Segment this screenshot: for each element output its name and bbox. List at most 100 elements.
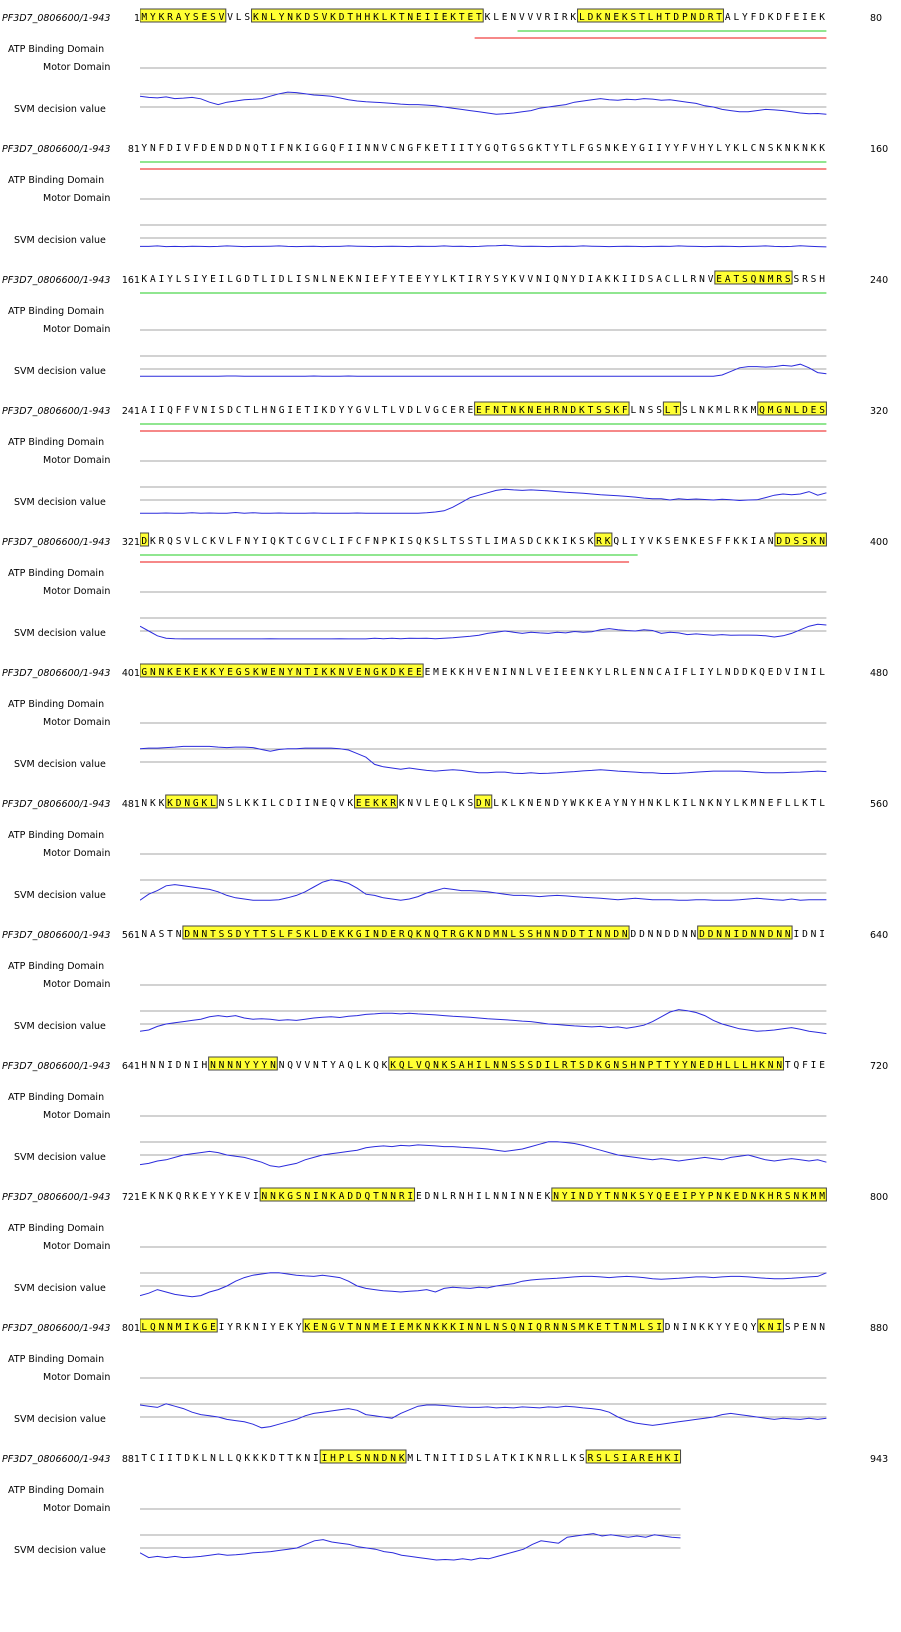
- residue: N: [562, 405, 568, 416]
- residue: K: [450, 274, 456, 285]
- residue: F: [682, 667, 688, 678]
- residue: K: [759, 1191, 765, 1202]
- residue: F: [725, 536, 731, 547]
- residue: D: [407, 405, 413, 416]
- residue: N: [322, 1322, 328, 1333]
- residue: T: [347, 1322, 353, 1333]
- residue: N: [176, 929, 182, 940]
- svm-decision-line: [140, 745, 827, 775]
- residue: L: [570, 143, 576, 154]
- residue: L: [313, 929, 319, 940]
- residue: T: [304, 405, 310, 416]
- residue: K: [742, 536, 748, 547]
- residue: L: [691, 405, 697, 416]
- residue: T: [562, 143, 568, 154]
- residue: C: [665, 274, 671, 285]
- residue: Y: [630, 143, 636, 154]
- residue: L: [733, 1060, 739, 1071]
- residue: H: [656, 1453, 662, 1464]
- residue: S: [244, 667, 250, 678]
- residue: K: [262, 1453, 268, 1464]
- residue: I: [528, 1322, 534, 1333]
- residue: I: [304, 143, 310, 154]
- residue: K: [184, 667, 190, 678]
- residue: N: [639, 1060, 645, 1071]
- residue: E: [442, 12, 448, 23]
- residue: Y: [751, 1322, 757, 1333]
- residue: V: [339, 1322, 345, 1333]
- atp-track-label: ATP Binding Domain: [8, 568, 105, 579]
- residue: D: [588, 12, 594, 23]
- residue: D: [776, 12, 782, 23]
- residue: K: [510, 1453, 516, 1464]
- residue: N: [648, 798, 654, 809]
- residue: Y: [330, 1060, 336, 1071]
- svm-decision-line: [140, 1272, 827, 1298]
- residue: N: [691, 929, 697, 940]
- residue: I: [193, 274, 199, 285]
- svm-track-label: SVM decision value: [14, 890, 106, 901]
- end-position: 320: [870, 406, 889, 417]
- residue: S: [270, 929, 276, 940]
- residue: C: [656, 667, 662, 678]
- residue: D: [553, 798, 559, 809]
- residue: I: [270, 143, 276, 154]
- residue: K: [656, 798, 662, 809]
- motor-track-label: Motor Domain: [43, 1503, 111, 1514]
- residue: A: [725, 274, 731, 285]
- motor-track-label: Motor Domain: [43, 979, 111, 990]
- residue: N: [562, 274, 568, 285]
- sequence-name: PF3D7_0806600/1-943: [2, 1061, 111, 1072]
- residue: A: [141, 405, 147, 416]
- residue: K: [450, 12, 456, 23]
- svm-track-label: SVM decision value: [14, 366, 106, 377]
- residue: E: [270, 667, 276, 678]
- residue: H: [630, 1060, 636, 1071]
- residue: L: [210, 798, 216, 809]
- residue: Y: [502, 274, 508, 285]
- svm-decision-line: [140, 91, 827, 115]
- residue: E: [794, 12, 800, 23]
- residue: C: [150, 1453, 156, 1464]
- svm-decision-line: [140, 1009, 827, 1035]
- residue: K: [141, 274, 147, 285]
- residue: K: [733, 143, 739, 154]
- svm-decision-line: [140, 363, 827, 377]
- residue: T: [210, 929, 216, 940]
- residue: N: [313, 798, 319, 809]
- residue: Y: [425, 274, 431, 285]
- residue: D: [802, 929, 808, 940]
- residue: N: [768, 1060, 774, 1071]
- residue: E: [425, 667, 431, 678]
- residue: K: [759, 1060, 765, 1071]
- residue: K: [150, 1191, 156, 1202]
- residue: E: [733, 1191, 739, 1202]
- residue: H: [819, 274, 825, 285]
- residue: V: [347, 667, 353, 678]
- residue: N: [673, 1322, 679, 1333]
- residue: N: [682, 929, 688, 940]
- residue: E: [768, 798, 774, 809]
- residue: D: [776, 536, 782, 547]
- residue: K: [708, 798, 714, 809]
- residue: N: [433, 1060, 439, 1071]
- residue: C: [296, 536, 302, 547]
- residue: T: [673, 405, 679, 416]
- residue: Y: [725, 143, 731, 154]
- residue: Q: [253, 143, 259, 154]
- residue: N: [373, 536, 379, 547]
- residue: A: [630, 1453, 636, 1464]
- residue: R: [708, 12, 714, 23]
- residue: D: [570, 929, 576, 940]
- residue: R: [390, 798, 396, 809]
- residue: N: [759, 143, 765, 154]
- residue: L: [553, 1453, 559, 1464]
- start-position: 641: [121, 1061, 140, 1072]
- residue: K: [201, 798, 207, 809]
- residue: K: [442, 1322, 448, 1333]
- residue: S: [622, 1060, 628, 1071]
- residue: Y: [296, 1322, 302, 1333]
- residue: R: [562, 1060, 568, 1071]
- residue: D: [176, 798, 182, 809]
